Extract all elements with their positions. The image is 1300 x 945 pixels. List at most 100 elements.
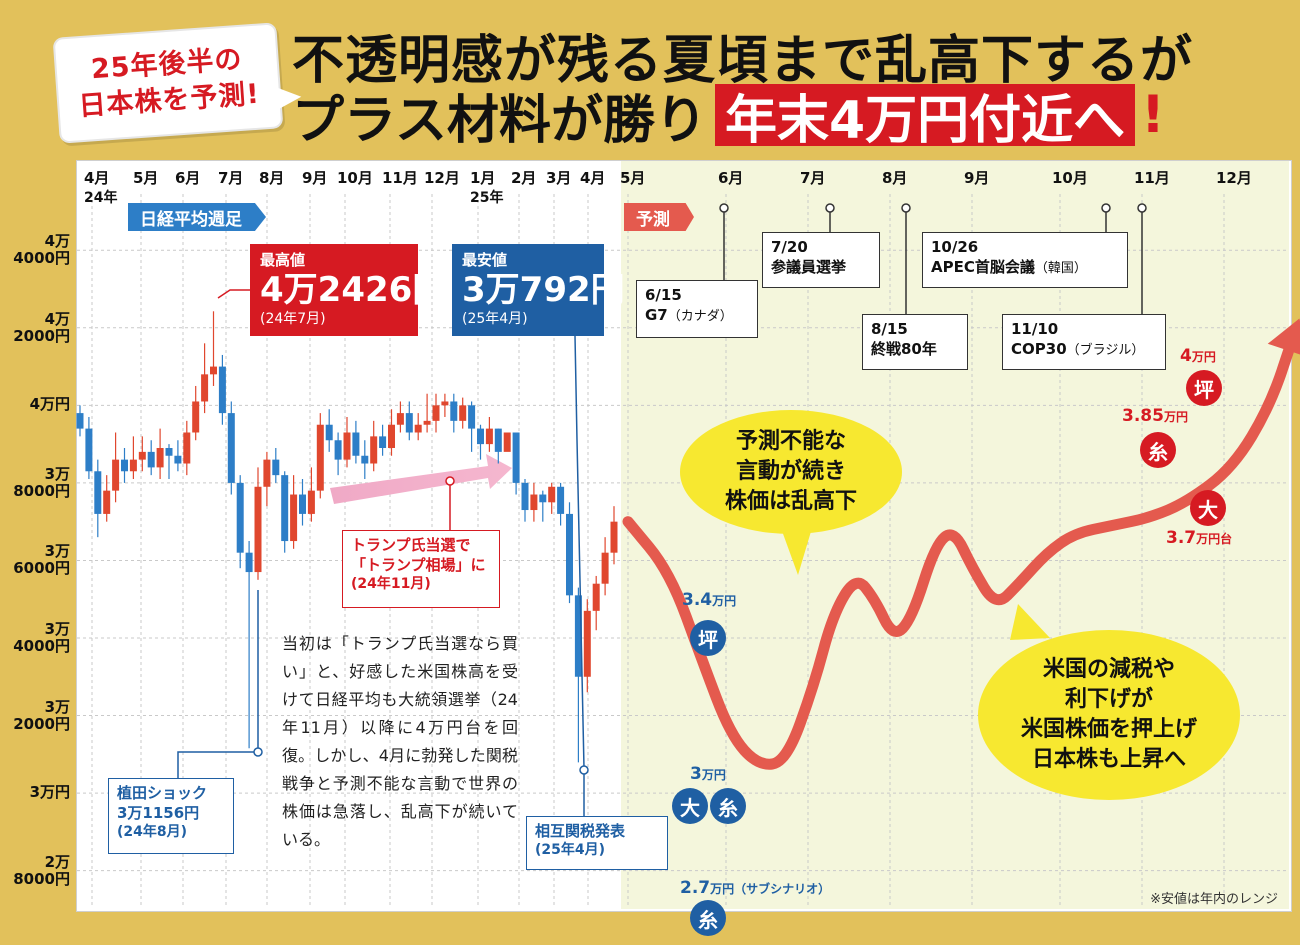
candle-body [227, 413, 235, 483]
y-tick-label: 4万 2000円 [13, 309, 70, 345]
candle-body [307, 490, 315, 514]
candle-body [245, 552, 253, 573]
candle-body [379, 436, 387, 448]
event-dot [1101, 203, 1111, 213]
x-tick-year: 24年 [84, 189, 117, 206]
candle-body [281, 475, 289, 542]
target-3-label: 3万円 [690, 764, 726, 784]
candle-body [601, 552, 609, 584]
x-tick-label: 11月 [1134, 169, 1170, 187]
x-tick-label: 7月 [218, 169, 243, 187]
x-tick-label: 6月 [175, 169, 200, 187]
candle-body [468, 405, 476, 429]
candle-body [263, 459, 271, 487]
candle-body [423, 420, 431, 425]
x-tick-label: 4月 [84, 169, 109, 187]
target-3.7-label: 3.7万円台 [1166, 528, 1233, 548]
candle-body [290, 494, 298, 542]
candle-body [396, 413, 404, 425]
y-tick-label: 4万円 [29, 395, 70, 414]
candle-body [352, 432, 360, 456]
candle-body [299, 494, 306, 514]
candle-body [370, 436, 378, 464]
candle-body [192, 401, 200, 433]
footnote: ※安値は年内のレンジ [1150, 892, 1278, 907]
event-end-of-war: 8/15 終戦80年 [862, 314, 968, 370]
candle-body [441, 401, 449, 406]
event-g7-note: （カナダ） [667, 309, 733, 324]
forecast-label: 予測 [624, 203, 694, 231]
event-dot [901, 203, 911, 213]
event-end-of-war-name: 終戦80年 [871, 340, 937, 358]
x-tick-label: 4月 [580, 169, 605, 187]
target-3-marker-a: 大 [672, 788, 708, 824]
target-4-label: 4万円 [1180, 346, 1216, 366]
bubble-us-policy: 米国の減税や 利下げが 米国株価を押上げ 日本株も上昇へ [978, 630, 1240, 800]
event-end-of-war-date: 8/15 [871, 320, 908, 338]
ueda-callout: 植田ショック 3万1156円 (24年8月) [108, 778, 234, 854]
trump-line-1: トランプ氏当選で [351, 536, 471, 554]
candle-body [343, 432, 351, 460]
trump-callout: トランプ氏当選で 「トランプ相場」に (24年11月) [342, 530, 500, 608]
target-2.7-marker: 糸 [690, 900, 726, 936]
event-cop30-date: 11/10 [1011, 320, 1059, 338]
candle-body [405, 413, 413, 433]
candle-body [521, 482, 529, 511]
candle-body [254, 486, 262, 573]
candle-body [450, 401, 458, 421]
candle-body [129, 459, 137, 472]
candle-body [592, 583, 600, 611]
target-3.85-label: 3.85万円 [1122, 406, 1188, 426]
y-tick-label: 3万 2000円 [13, 697, 70, 733]
event-g7-name: G7 [645, 306, 668, 324]
trump-line-2: 「トランプ相場」に [351, 556, 486, 574]
candle-body [147, 451, 155, 468]
candle-body [477, 428, 484, 445]
bubble1-line-1: 予測不能な [735, 429, 846, 454]
low-title: 最安値 [462, 251, 508, 269]
trump-date: (24年11月) [351, 576, 431, 592]
x-tick-label: 6月 [718, 169, 743, 187]
ueda-value: 3万1156円 [117, 804, 200, 822]
bubble2-line-3: 米国株価を押上げ [1020, 717, 1197, 742]
event-dot [719, 203, 729, 213]
candle-body [94, 471, 102, 514]
bubble1-line-2: 言動が続き [735, 459, 846, 484]
x-tick-label: 9月 [964, 169, 989, 187]
ueda-title: 植田ショック [117, 784, 208, 802]
bubble2-line-1: 米国の減税や [1042, 657, 1175, 682]
target-4-marker: 坪 [1186, 370, 1222, 406]
low-leader [574, 335, 585, 769]
event-election-date: 7/20 [771, 238, 808, 256]
ueda-leader-h [177, 751, 258, 778]
event-apec-date: 10/26 [931, 238, 979, 256]
headline-line-2: プラス材料が勝り 年末4万円付近へ ! [292, 80, 1165, 151]
candle-body [459, 405, 467, 421]
x-tick-label: 8月 [882, 169, 907, 187]
series-label: 日経平均週足 [128, 203, 266, 231]
target-3.7-marker: 大 [1190, 490, 1226, 526]
x-tick-year: 25年 [470, 189, 503, 206]
candle-body [138, 451, 146, 460]
event-dot [825, 203, 835, 213]
event-cop30: 11/10 COP30（ブラジル） [1002, 314, 1166, 370]
candle-body [583, 610, 591, 677]
candle-body [76, 413, 84, 429]
headline-line-1: 不透明感が残る夏頃まで乱高下するが [292, 31, 1194, 91]
x-tick-label: 2月 [511, 169, 536, 187]
target-3-marker-b: 糸 [710, 788, 746, 824]
bubble1-line-3: 株価は乱高下 [724, 489, 857, 514]
x-tick-label: 11月 [382, 169, 418, 187]
candle-body [218, 366, 226, 414]
candle-body [334, 440, 342, 460]
x-tick-label: 7月 [800, 169, 825, 187]
target-3.4-marker: 坪 [690, 620, 726, 656]
x-tick-label: 3月 [546, 169, 571, 187]
event-cop30-note: （ブラジル） [1066, 343, 1145, 358]
headline-prefix: プラス材料が勝り [292, 90, 707, 151]
tariff-title: 相互関税発表 [535, 822, 626, 840]
x-tick-label: 10月 [337, 169, 373, 187]
candle-body [316, 424, 324, 491]
x-tick-label: 5月 [133, 169, 158, 187]
